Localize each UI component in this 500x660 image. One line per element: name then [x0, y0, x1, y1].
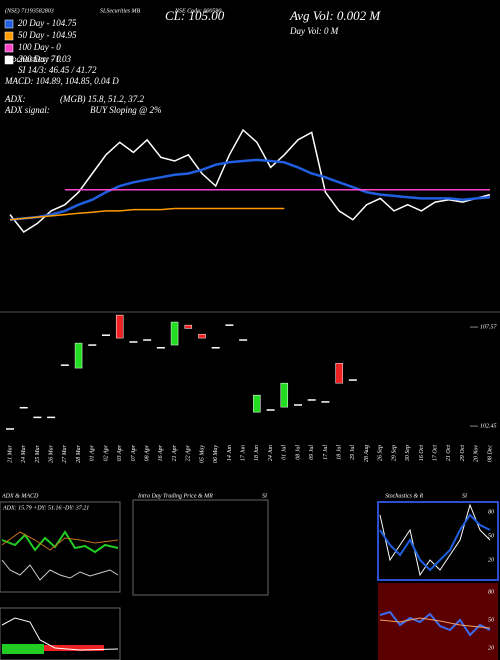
avg-vol: Avg Vol: 0.002 M [289, 8, 381, 23]
ma-line [9, 158, 491, 221]
x-tick-label: 17 Oct [433, 445, 439, 461]
x-tick-label: 28 Aug [364, 445, 370, 462]
x-tick-label: 07 Apr [131, 444, 137, 461]
x-tick-label: 28 Mar [76, 444, 82, 462]
x-tick-label: 29 Jul [350, 445, 356, 460]
x-tick-label: 17 Jul [323, 445, 329, 460]
close: CL: 105.00 [165, 8, 225, 23]
legend-swatch [4, 43, 14, 53]
adx-signal: ADX signal: [4, 105, 50, 115]
stoch-title: Stochastics & R [385, 493, 424, 499]
stoch-tick: 20 [488, 557, 494, 563]
adx-box [0, 501, 121, 593]
intra-title: Intra Day Trading Price & MR [137, 493, 213, 499]
stoch-d [379, 513, 491, 572]
si: SI 14/3: 46.45 / 41.72 [18, 65, 97, 75]
legend-swatch [4, 31, 14, 41]
x-tick-label: 16 Apr [158, 444, 164, 461]
x-tick-label: 24 Jun [267, 445, 274, 461]
x-tick-label: 29 Oct [460, 445, 466, 461]
candle [74, 342, 83, 369]
adx-title: ADX & MACD [1, 493, 39, 499]
exchange: (NSE) 71193582803 [5, 7, 54, 14]
x-tick-label: 03 Apr [117, 444, 123, 461]
x-tick-label: 27 Mar [62, 444, 68, 462]
intra-si: SI [262, 493, 268, 499]
dy-line [1, 531, 119, 551]
legend-label: 100 Day - 0 [18, 42, 61, 52]
si-tick: 20 [488, 645, 494, 651]
candle [198, 333, 206, 339]
y-tick-label: 102.45 [480, 422, 497, 429]
candle [253, 394, 261, 413]
y-tick-label: 107.57 [480, 324, 498, 330]
si-tick: 50 [488, 617, 494, 623]
x-tick-label: 14 Jun [226, 445, 233, 461]
x-tick-label: 17 Jun [241, 445, 247, 461]
mgb: (MGB) 15.8, 51.2, 37.2 [60, 94, 144, 104]
stoch-tick: 50 [488, 533, 494, 539]
stoch-box [377, 501, 499, 581]
x-tick-label: 20 Nov [474, 445, 480, 463]
x-tick-label: 21 Apr [172, 444, 178, 461]
x-tick-label: 30 Sep [405, 445, 411, 462]
adx-line [1, 530, 119, 554]
candle [184, 324, 193, 329]
candle [335, 362, 343, 384]
x-tick-label: 16 Oct [419, 445, 425, 461]
macd: MACD: 104.89, 104.85, 0.04 D [4, 76, 119, 86]
security: SLSecurities MB [100, 8, 140, 14]
signal: BUY Sloping @ 2% [90, 105, 162, 115]
x-tick-label: 01 Apr [90, 444, 96, 461]
macd-hist-neg [44, 645, 104, 651]
x-tick-label: 22 Apr [186, 444, 192, 461]
stochastics: Stochastics: 71.03 [5, 54, 71, 64]
x-tick-label: 02 Apr [103, 444, 109, 461]
si-tick: 80 [488, 589, 494, 595]
macd-hist-pos [2, 644, 44, 654]
adx: ADX: [4, 94, 26, 104]
x-tick-label: 06 May [213, 445, 219, 463]
x-tick-label: 05 May [199, 445, 205, 463]
ma-line [9, 207, 285, 221]
x-tick-label: 18 Jul [337, 445, 343, 460]
stoch-tick: 80 [488, 509, 494, 515]
legend-label: 20 Day - 104.75 [18, 18, 77, 28]
candle [115, 314, 124, 339]
macd-lines [1, 559, 119, 581]
legend-label: 50 Day - 104.95 [18, 30, 77, 40]
code: NSE Code: 000590 [174, 8, 221, 14]
x-tick-label: 29 Sep [391, 445, 397, 461]
price-line [9, 128, 491, 233]
stoch-si: SI [462, 493, 468, 499]
x-tick-label: 01 Jul [282, 445, 288, 460]
intra-box [132, 499, 269, 596]
x-tick-label: 26 Sep [378, 445, 384, 461]
indicator-panels: ADX & MACD Intra Day Trading Price & MR … [0, 493, 499, 660]
adx-values: ADX: 15.79 +DY: 51.16 -DY: 37.21 [2, 505, 89, 511]
legend-swatch [4, 19, 14, 29]
header: (NSE) 71193582803 SLSecurities MB NSE Co… [4, 7, 381, 115]
x-tick-label: 21 Mar [7, 444, 13, 462]
macd-line [1, 617, 119, 651]
x-tick-label: 24 Mar [20, 444, 27, 462]
x-tick-label: 26 Mar [49, 444, 55, 462]
legend-swatch [4, 55, 14, 65]
x-tick-label: 18 Jun [254, 445, 260, 461]
x-tick-label: 08 Apr [145, 444, 151, 461]
x-tick-label: 08 Jul [295, 445, 301, 460]
x-tick-label: 21 Oct [446, 445, 452, 461]
day-vol: Day Vol: 0 M [289, 26, 339, 36]
candle [280, 382, 289, 408]
legend-label: 200 Day - 0 [18, 54, 61, 64]
candle [170, 321, 179, 346]
x-tick-label: 25 Mar [35, 444, 41, 462]
x-tick-label: 09 Jul [309, 445, 315, 460]
si-signal [379, 617, 491, 629]
x-tick-label: 08 Dec [487, 445, 493, 462]
